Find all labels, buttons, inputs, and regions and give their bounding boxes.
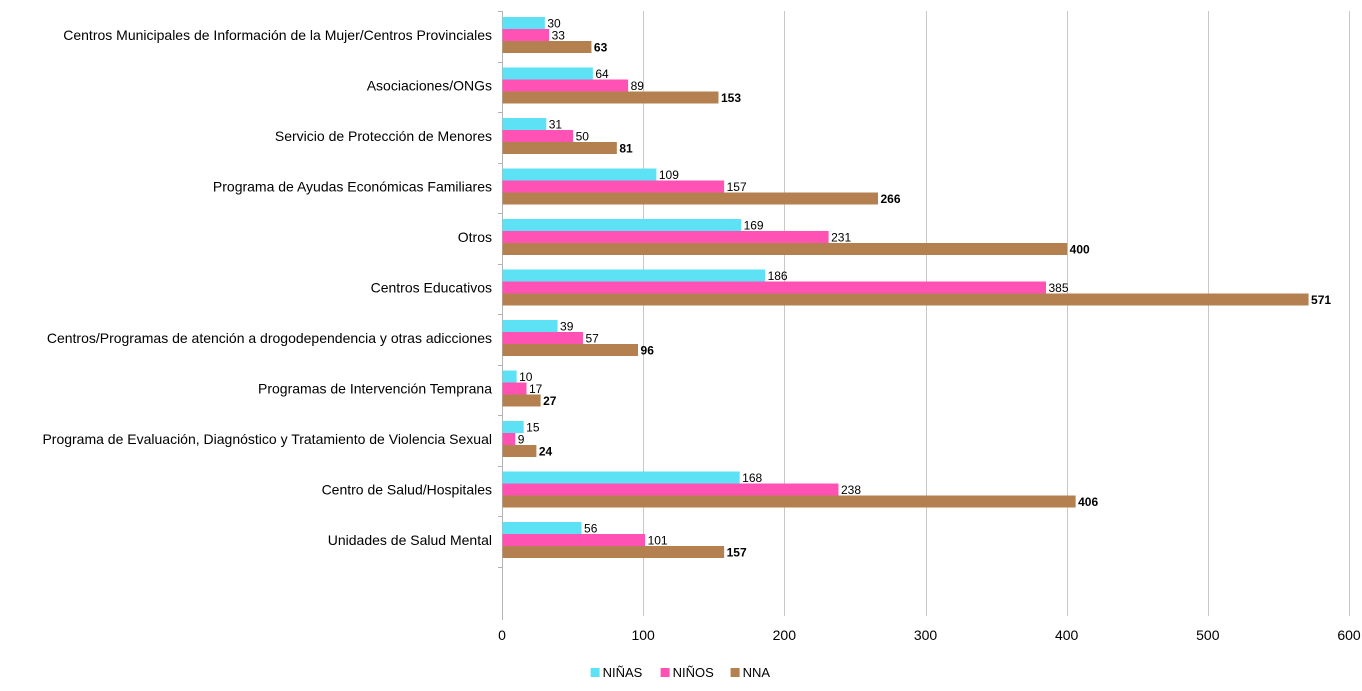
bar-nna[interactable]	[502, 344, 639, 356]
bar-nna[interactable]	[502, 394, 541, 407]
bar-niñas[interactable]	[502, 471, 740, 484]
bar-niños[interactable]	[502, 382, 527, 395]
bar-nna[interactable]	[502, 91, 719, 104]
data-label: 89	[631, 79, 645, 93]
bar-nna[interactable]	[502, 142, 617, 154]
bar-nna[interactable]	[502, 495, 1076, 508]
category-label: Centros/Programas de atención a drogodep…	[47, 330, 492, 346]
category-label: Programas de Intervención Temprana	[258, 381, 492, 397]
bar-niños[interactable]	[502, 231, 829, 243]
data-label: 169	[744, 219, 764, 233]
legend-marker	[730, 668, 740, 677]
data-label: 81	[619, 142, 633, 156]
bar-niñas[interactable]	[502, 17, 545, 29]
data-label: 9	[518, 433, 525, 447]
bar-niñas[interactable]	[502, 370, 517, 383]
bar-niñas[interactable]	[502, 168, 657, 181]
bar-nna[interactable]	[502, 41, 592, 53]
x-tick-label: 500	[1196, 627, 1220, 643]
category-label: Centros Educativos	[371, 280, 492, 296]
data-label: 153	[721, 91, 741, 105]
bar-niños[interactable]	[502, 29, 550, 41]
x-tick-label: 600	[1337, 627, 1361, 643]
data-label: 231	[831, 231, 851, 245]
category-label: Programa de Evaluación, Diagnóstico y Tr…	[42, 431, 492, 447]
data-label: 385	[1048, 281, 1068, 295]
bar-nna[interactable]	[502, 243, 1068, 255]
x-tick-label: 400	[1055, 627, 1079, 643]
category-label: Asociaciones/ONGs	[367, 78, 492, 94]
data-label: 186	[768, 269, 788, 283]
category-label: Centro de Salud/Hospitales	[322, 482, 492, 498]
data-label: 17	[529, 382, 543, 396]
bar-niñas[interactable]	[502, 320, 558, 332]
data-label: 406	[1078, 495, 1098, 509]
data-label: 109	[659, 168, 679, 182]
data-label: 157	[727, 180, 747, 194]
data-label: 30	[547, 17, 561, 31]
legend-label: NNA	[743, 665, 771, 680]
data-label: 266	[881, 192, 901, 206]
x-tick-label: 300	[914, 627, 938, 643]
data-label: 39	[560, 320, 574, 334]
bar-niños[interactable]	[502, 483, 839, 496]
data-label: 31	[549, 118, 563, 132]
bar-niñas[interactable]	[502, 269, 766, 282]
bar-niños[interactable]	[502, 79, 629, 92]
legend-marker	[590, 668, 600, 677]
bar-nna[interactable]	[502, 293, 1309, 306]
data-label: 101	[648, 534, 668, 548]
data-label: 157	[727, 546, 747, 560]
data-label: 63	[594, 41, 608, 55]
data-label: 238	[841, 483, 861, 497]
legend-label: NIÑAS	[603, 665, 643, 680]
bar-niños[interactable]	[502, 534, 646, 546]
data-label: 64	[595, 67, 609, 81]
category-label: Otros	[458, 229, 492, 245]
data-label: 15	[526, 421, 540, 435]
bar-nna[interactable]	[502, 192, 879, 205]
x-tick-label: 200	[773, 627, 797, 643]
data-label: 400	[1070, 243, 1090, 257]
data-label: 56	[584, 522, 598, 536]
category-label: Servicio de Protección de Menores	[275, 128, 492, 144]
legend-label: NIÑOS	[673, 665, 715, 680]
bar-niños[interactable]	[502, 281, 1046, 294]
bar-niños[interactable]	[502, 130, 574, 142]
bar-niñas[interactable]	[502, 118, 547, 130]
category-label: Unidades de Salud Mental	[328, 532, 492, 548]
bar-niñas[interactable]	[502, 219, 742, 231]
data-label: 168	[742, 471, 762, 485]
legend-marker	[660, 668, 670, 677]
bar-niñas[interactable]	[502, 522, 582, 534]
bar-nna[interactable]	[502, 546, 725, 558]
category-label: Programa de Ayudas Económicas Familiares	[213, 179, 492, 195]
bar-niños[interactable]	[502, 180, 725, 193]
data-label: 10	[519, 370, 533, 384]
data-label: 50	[576, 130, 590, 144]
data-label: 27	[543, 394, 557, 408]
bar-niñas[interactable]	[502, 421, 524, 433]
x-tick-label: 0	[498, 627, 506, 643]
category-label: Centros Municipales de Información de la…	[63, 27, 492, 43]
bar-nna[interactable]	[502, 445, 537, 457]
x-tick-label: 100	[631, 627, 655, 643]
data-label: 33	[552, 29, 566, 43]
data-label: 571	[1311, 293, 1331, 307]
bar-niños[interactable]	[502, 332, 583, 344]
data-label: 57	[585, 332, 599, 346]
data-label: 96	[641, 344, 655, 358]
bar-niñas[interactable]	[502, 67, 593, 80]
bar-niños[interactable]	[502, 433, 516, 445]
data-label: 24	[539, 445, 553, 459]
